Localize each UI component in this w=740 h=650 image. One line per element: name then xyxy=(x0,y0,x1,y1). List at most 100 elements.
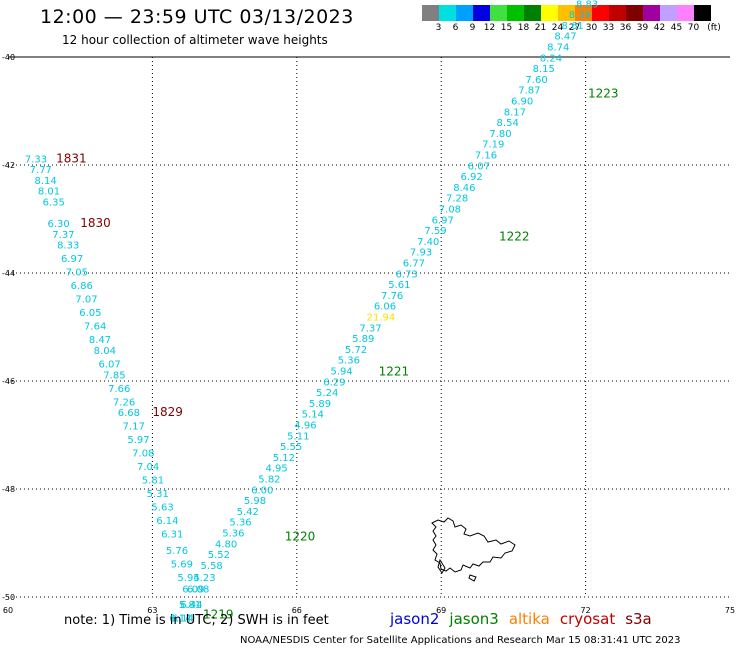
track-time-label: 1219 xyxy=(203,608,234,622)
legend-label: 42 xyxy=(653,23,666,33)
wave-height-value: 5.24 xyxy=(316,388,338,399)
satellite-name-jason3: jason3 xyxy=(449,610,499,628)
wave-height-value: 8.47 xyxy=(89,335,111,346)
wave-height-value: 7.59 xyxy=(424,226,446,237)
wave-height-value: 5.31 xyxy=(147,489,169,500)
wave-height-value: 7.80 xyxy=(489,129,511,140)
wave-height-value: 7.07 xyxy=(75,295,97,306)
wave-height-value: 5.14 xyxy=(302,410,324,421)
wave-height-value: 7.66 xyxy=(108,384,130,395)
legend-swatch xyxy=(660,5,677,21)
wave-height-value: 8.01 xyxy=(38,187,60,198)
wave-height-value: 4.95 xyxy=(266,464,288,475)
wave-height-value: 7.28 xyxy=(446,194,468,205)
wave-height-value: 4.96 xyxy=(294,421,316,432)
wave-height-value: 5.81 xyxy=(142,476,164,487)
wave-height-value: 7.17 xyxy=(123,422,145,433)
wave-height-value: 5.94 xyxy=(330,367,352,378)
wave-height-value: 8.74 xyxy=(547,43,569,54)
wave-height-value: 8.46 xyxy=(453,183,475,194)
legend-swatch xyxy=(490,5,507,21)
wave-height-value: 7.40 xyxy=(417,237,439,248)
wave-height-value: 4.80 xyxy=(215,539,237,550)
wave-height-value: 21.94 xyxy=(367,313,396,324)
wave-height-value: 6.05 xyxy=(79,308,101,319)
wave-height-value: 5.11 xyxy=(287,431,309,442)
wave-height-value: 7.19 xyxy=(482,140,504,151)
track-time-label: 1831 xyxy=(56,151,87,165)
legend-label: 36 xyxy=(619,23,632,33)
wave-height-value: 5.58 xyxy=(201,561,223,572)
legend-label: 39 xyxy=(636,23,649,33)
legend-swatch xyxy=(694,5,711,21)
track-time-label: 1829 xyxy=(152,405,183,419)
wave-height-value: 7.05 xyxy=(66,268,88,279)
legend-label: 30 xyxy=(585,23,598,33)
legend-unit: (ft) xyxy=(707,23,721,33)
wave-height-value: 5.94 xyxy=(177,573,199,584)
satellite-name-jason2: jason2 xyxy=(390,610,440,628)
wave-height-value: 7.37 xyxy=(359,323,381,334)
legend-label: 18 xyxy=(517,23,530,33)
lat-tick-label: -48 xyxy=(2,485,15,494)
legend-label: 6 xyxy=(452,23,459,33)
wave-height-value: 5.69 xyxy=(171,559,193,570)
wave-height-value: 8.61 xyxy=(562,21,584,32)
wave-height-value: 5.97 xyxy=(127,435,149,446)
wave-height-value: 5.42 xyxy=(237,507,259,518)
wave-height-value: 5.72 xyxy=(345,345,367,356)
wave-height-value: 5.81 xyxy=(179,600,201,611)
lat-tick-label: -50 xyxy=(2,593,15,602)
wave-height-value: 5.52 xyxy=(208,550,230,561)
wave-height-value: 8.39 xyxy=(569,10,591,21)
track-time-label: 1222 xyxy=(499,230,530,244)
wave-height-value: 6.30 xyxy=(47,219,69,230)
credit-line: NOAA/NESDIS Center for Satellite Applica… xyxy=(240,635,681,646)
lat-tick-label: -44 xyxy=(2,269,15,278)
legend-label: 15 xyxy=(500,23,513,33)
lat-tick-label: -40 xyxy=(2,53,15,62)
wave-height-value: 6.77 xyxy=(403,259,425,270)
wave-height-value: 7.37 xyxy=(52,230,74,241)
legend-swatch xyxy=(677,5,694,21)
track-time-label: 1220 xyxy=(285,529,316,543)
legend-swatch xyxy=(439,5,456,21)
wave-height-value: 6.00 xyxy=(251,485,273,496)
wave-height-value: 5.12 xyxy=(273,453,295,464)
wave-height-value: 7.76 xyxy=(381,291,403,302)
wave-height-value: 5.55 xyxy=(280,442,302,453)
lon-tick-label: 63 xyxy=(147,606,157,615)
wave-height-value: 5.63 xyxy=(151,503,173,514)
wave-height-value: 8.33 xyxy=(57,241,79,252)
legend-label: 27 xyxy=(568,23,581,33)
legend-swatch xyxy=(575,5,592,21)
legend-label: 3 xyxy=(435,23,442,33)
wave-height-value: 7.93 xyxy=(410,248,432,259)
legend-swatch xyxy=(626,5,643,21)
wave-height-value: 6.68 xyxy=(118,408,140,419)
wave-height-value: 7.64 xyxy=(84,322,106,333)
legend-swatch xyxy=(541,5,558,21)
wave-height-value: 7.33 xyxy=(25,154,47,165)
wave-height-value: 5.76 xyxy=(166,546,188,557)
wave-height-value: 8.83 xyxy=(576,0,598,10)
wave-height-value: 6.07 xyxy=(468,161,490,172)
wave-height-value: 5.23 xyxy=(193,573,215,584)
legend-label: 21 xyxy=(534,23,547,33)
track-time-label: 1223 xyxy=(588,87,619,101)
wave-height-value: 6.92 xyxy=(460,172,482,183)
wave-height-value: 5.61 xyxy=(388,280,410,291)
wave-height-value: 7.26 xyxy=(113,397,135,408)
wave-height-value: 5.98 xyxy=(244,496,266,507)
legend-label: 45 xyxy=(670,23,683,33)
wave-height-value: 8.14 xyxy=(34,176,56,187)
wave-height-value: 7.60 xyxy=(525,75,547,86)
wave-height-value: 7.08 xyxy=(439,205,461,216)
wave-height-value: 6.08 xyxy=(187,585,209,596)
legend-swatch xyxy=(609,5,626,21)
wave-height-value: 8.24 xyxy=(540,53,562,64)
page-subtitle: 12 hour collection of altimeter wave hei… xyxy=(62,33,328,47)
legend-label: 70 xyxy=(687,23,700,33)
legend-label: 9 xyxy=(469,23,476,33)
wave-height-value: 6.44 xyxy=(180,600,202,611)
